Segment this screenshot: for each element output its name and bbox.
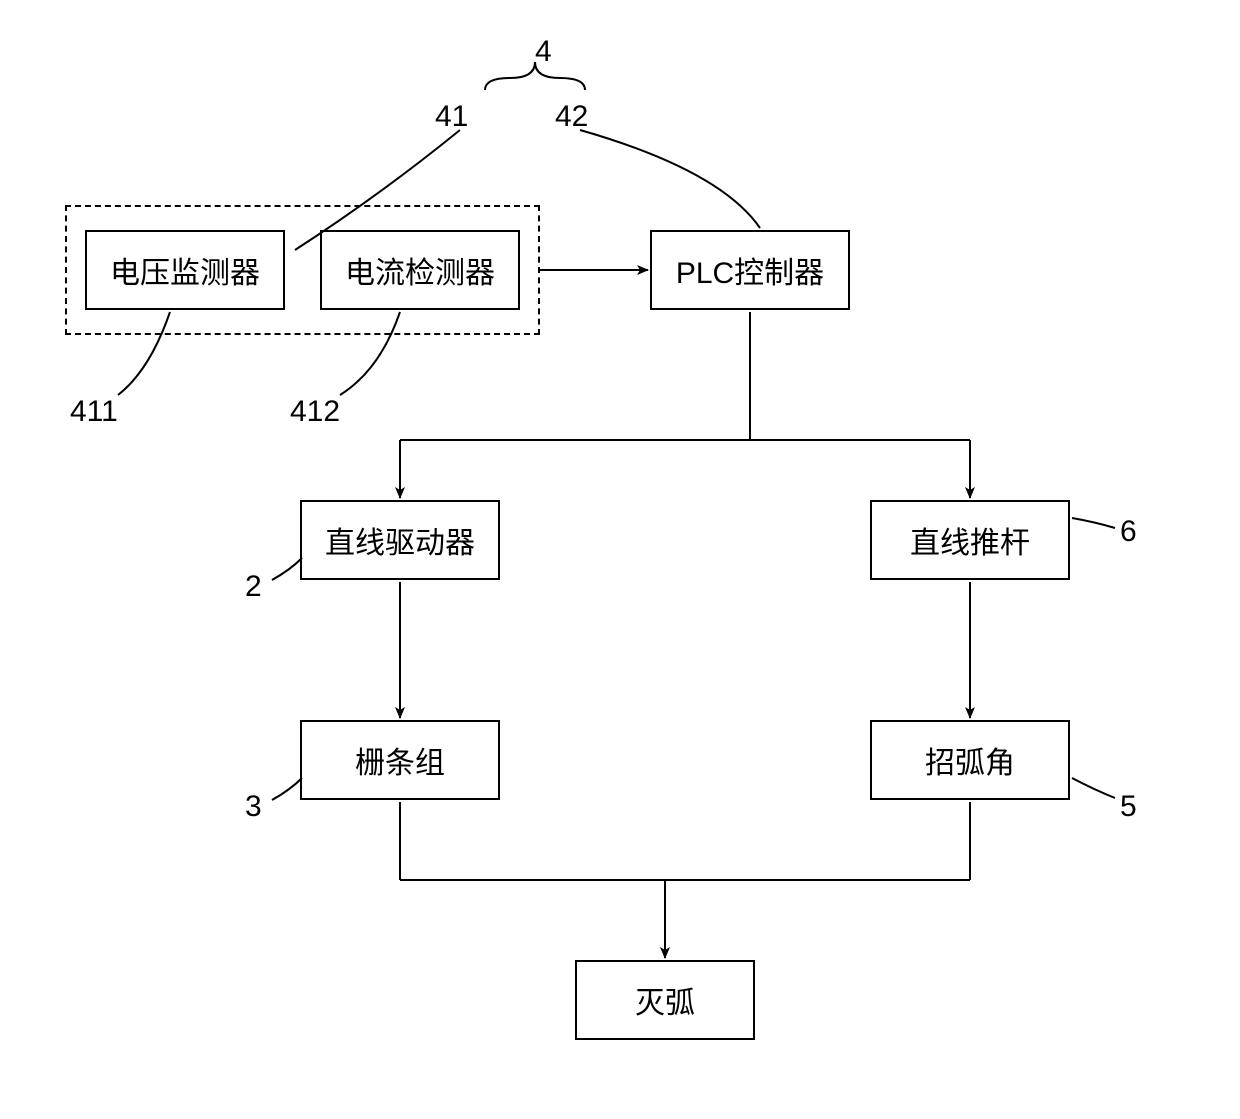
- node-label: 栅条组: [355, 738, 445, 782]
- ref-label-5: 5: [1120, 790, 1137, 824]
- node-label: 电流检测器: [345, 248, 495, 292]
- node-label: PLC控制器: [676, 248, 824, 292]
- ref-label-6: 6: [1120, 515, 1137, 549]
- node-label: 直线推杆: [910, 518, 1030, 562]
- node-plc-controller: PLC控制器: [650, 230, 850, 310]
- node-linear-driver: 直线驱动器: [300, 500, 500, 580]
- node-label: 招弧角: [925, 738, 1015, 782]
- node-label: 直线驱动器: [325, 518, 475, 562]
- node-arc-horn: 招弧角: [870, 720, 1070, 800]
- node-voltage-monitor: 电压监测器: [85, 230, 285, 310]
- ref-label-3: 3: [245, 790, 262, 824]
- ref-label-41: 41: [435, 100, 468, 134]
- node-linear-pushrod: 直线推杆: [870, 500, 1070, 580]
- node-current-detector: 电流检测器: [320, 230, 520, 310]
- ref-label-412: 412: [290, 395, 340, 429]
- node-label: 电压监测器: [110, 248, 260, 292]
- diagram-canvas: 电压监测器 电流检测器 PLC控制器 直线驱动器 直线推杆 栅条组 招弧角 灭弧…: [0, 0, 1240, 1119]
- ref-label-4: 4: [535, 35, 552, 69]
- node-label: 灭弧: [635, 978, 695, 1022]
- node-arc-extinguish: 灭弧: [575, 960, 755, 1040]
- ref-label-42: 42: [555, 100, 588, 134]
- node-grid-group: 栅条组: [300, 720, 500, 800]
- ref-label-2: 2: [245, 570, 262, 604]
- edges-group: [400, 270, 970, 958]
- ref-label-411: 411: [70, 395, 118, 429]
